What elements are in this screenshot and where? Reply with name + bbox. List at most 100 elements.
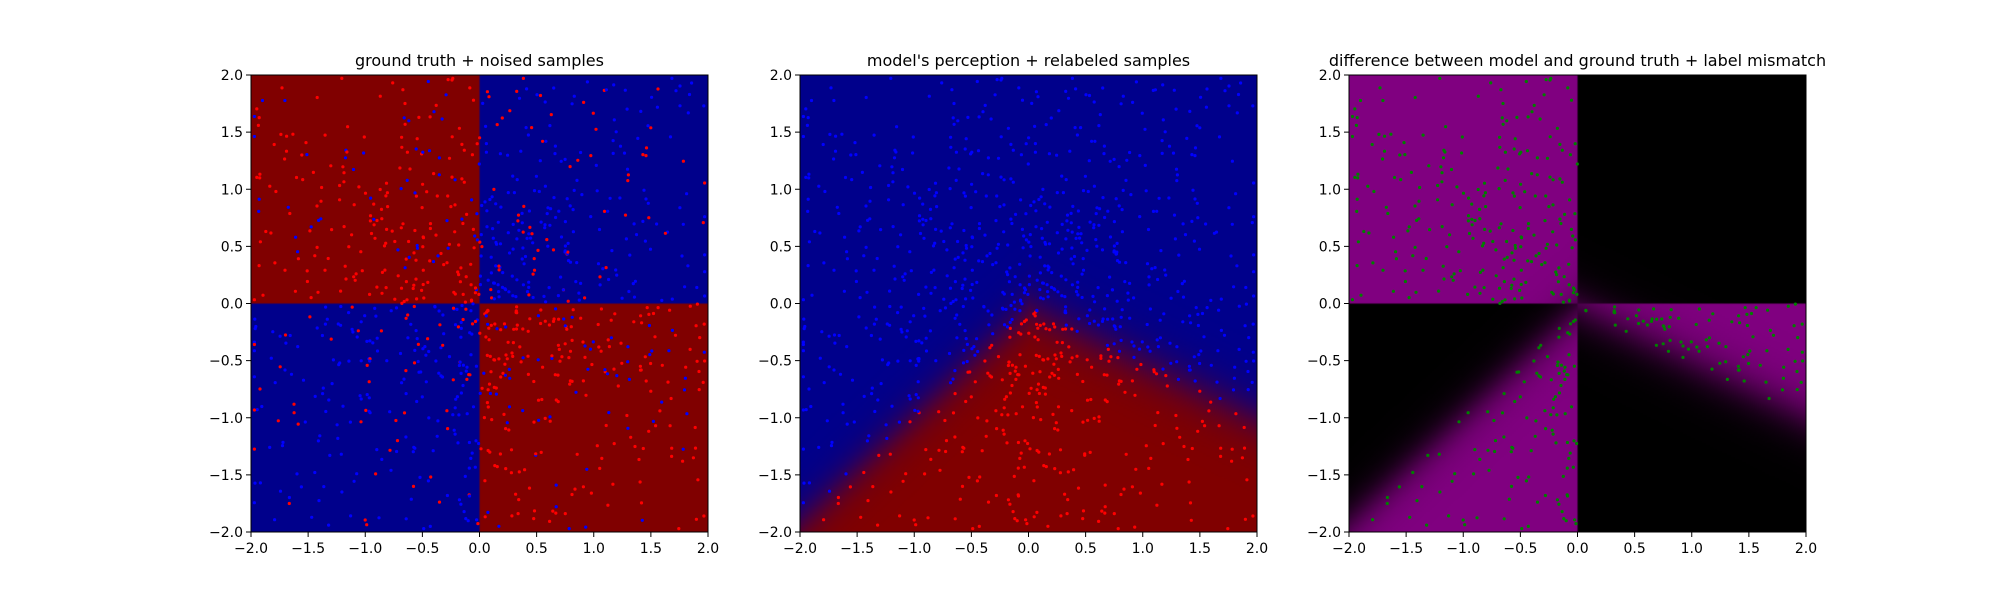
sample-point xyxy=(1080,272,1084,276)
sample-point xyxy=(521,327,525,331)
sample-point xyxy=(252,375,256,379)
sample-point xyxy=(1381,98,1385,103)
sample-point xyxy=(568,379,573,383)
sample-point xyxy=(1041,297,1045,301)
sample-point xyxy=(616,384,620,388)
sample-point xyxy=(1196,312,1200,316)
sample-point xyxy=(626,426,630,430)
sample-point xyxy=(1006,363,1011,368)
sample-point xyxy=(467,466,471,470)
sample-point xyxy=(912,518,916,522)
y-tick-label: −1.5 xyxy=(758,468,792,484)
sample-point xyxy=(445,493,449,498)
sample-point xyxy=(288,211,292,216)
sample-point xyxy=(1533,434,1537,438)
sample-point xyxy=(1075,329,1079,333)
sample-point xyxy=(1035,510,1039,514)
sample-point xyxy=(1064,89,1068,93)
sample-point xyxy=(638,368,643,372)
sample-point xyxy=(937,448,941,452)
sample-point xyxy=(965,342,970,346)
sample-point xyxy=(1008,391,1013,395)
sample-point xyxy=(1476,94,1480,98)
sample-point xyxy=(1555,243,1559,247)
sample-point xyxy=(807,172,811,176)
sample-point xyxy=(1548,135,1552,139)
sample-point xyxy=(1378,86,1382,90)
sample-point xyxy=(412,304,416,309)
sample-point xyxy=(1010,383,1014,388)
sample-point xyxy=(701,221,705,225)
sample-point xyxy=(1503,178,1507,182)
sample-point xyxy=(832,268,836,272)
sample-point xyxy=(940,81,944,85)
sample-point xyxy=(1555,363,1559,368)
sample-point xyxy=(548,223,552,227)
sample-point xyxy=(1121,188,1125,192)
sample-point xyxy=(1568,322,1573,326)
sample-point xyxy=(1036,382,1041,386)
sample-point xyxy=(473,319,478,324)
sample-point xyxy=(530,126,534,130)
sample-point xyxy=(252,114,256,119)
sample-point xyxy=(999,78,1003,82)
sample-point xyxy=(966,370,970,374)
sample-point xyxy=(407,119,411,123)
sample-point xyxy=(1427,164,1431,168)
sample-point xyxy=(889,76,893,80)
sample-point xyxy=(384,241,388,245)
sample-point xyxy=(845,250,849,254)
sample-point xyxy=(1626,317,1630,321)
sample-point xyxy=(1024,142,1028,146)
sample-point xyxy=(1198,389,1202,393)
sample-point xyxy=(1044,465,1048,469)
sample-point xyxy=(1173,237,1177,241)
sample-point xyxy=(892,156,897,160)
sample-point xyxy=(284,149,289,153)
sample-point xyxy=(1573,518,1577,522)
y-tick-label: −0.5 xyxy=(209,354,243,370)
sample-point xyxy=(1128,150,1132,155)
sample-point xyxy=(1140,340,1144,344)
sample-point xyxy=(1187,364,1191,368)
sample-point xyxy=(571,208,575,212)
sample-point xyxy=(553,144,558,148)
sample-point xyxy=(469,309,473,313)
sample-point xyxy=(827,489,832,493)
sample-point xyxy=(456,325,460,329)
sample-point xyxy=(1117,379,1121,383)
sample-point xyxy=(1204,105,1208,109)
sample-point xyxy=(1487,468,1491,472)
sample-point xyxy=(1695,345,1699,349)
sample-point xyxy=(1403,269,1407,273)
sample-point xyxy=(336,436,340,440)
sample-point xyxy=(446,78,450,82)
sample-point xyxy=(693,446,698,450)
sample-point xyxy=(413,446,417,450)
sample-point xyxy=(485,90,489,94)
sample-point xyxy=(288,333,292,338)
sample-point xyxy=(1565,440,1569,445)
sample-point xyxy=(407,255,411,259)
sample-point xyxy=(633,444,637,449)
sample-point xyxy=(1076,232,1080,236)
sample-point xyxy=(1063,295,1067,299)
sample-point xyxy=(495,327,499,331)
sample-point xyxy=(1137,347,1142,351)
sample-point xyxy=(1119,315,1123,319)
sample-point xyxy=(1081,189,1086,193)
sample-point xyxy=(1190,446,1194,451)
sample-point xyxy=(1124,261,1128,265)
sample-point xyxy=(995,427,999,431)
sample-point xyxy=(415,246,420,250)
sample-point xyxy=(252,408,256,412)
sample-point xyxy=(1526,115,1530,119)
sample-point xyxy=(365,523,369,527)
sample-point xyxy=(1158,318,1162,322)
sample-point xyxy=(404,517,408,521)
sample-point xyxy=(1035,448,1039,453)
sample-point xyxy=(450,175,454,179)
sample-point xyxy=(516,511,520,516)
sample-point xyxy=(1613,305,1617,309)
sample-point xyxy=(1421,133,1425,137)
